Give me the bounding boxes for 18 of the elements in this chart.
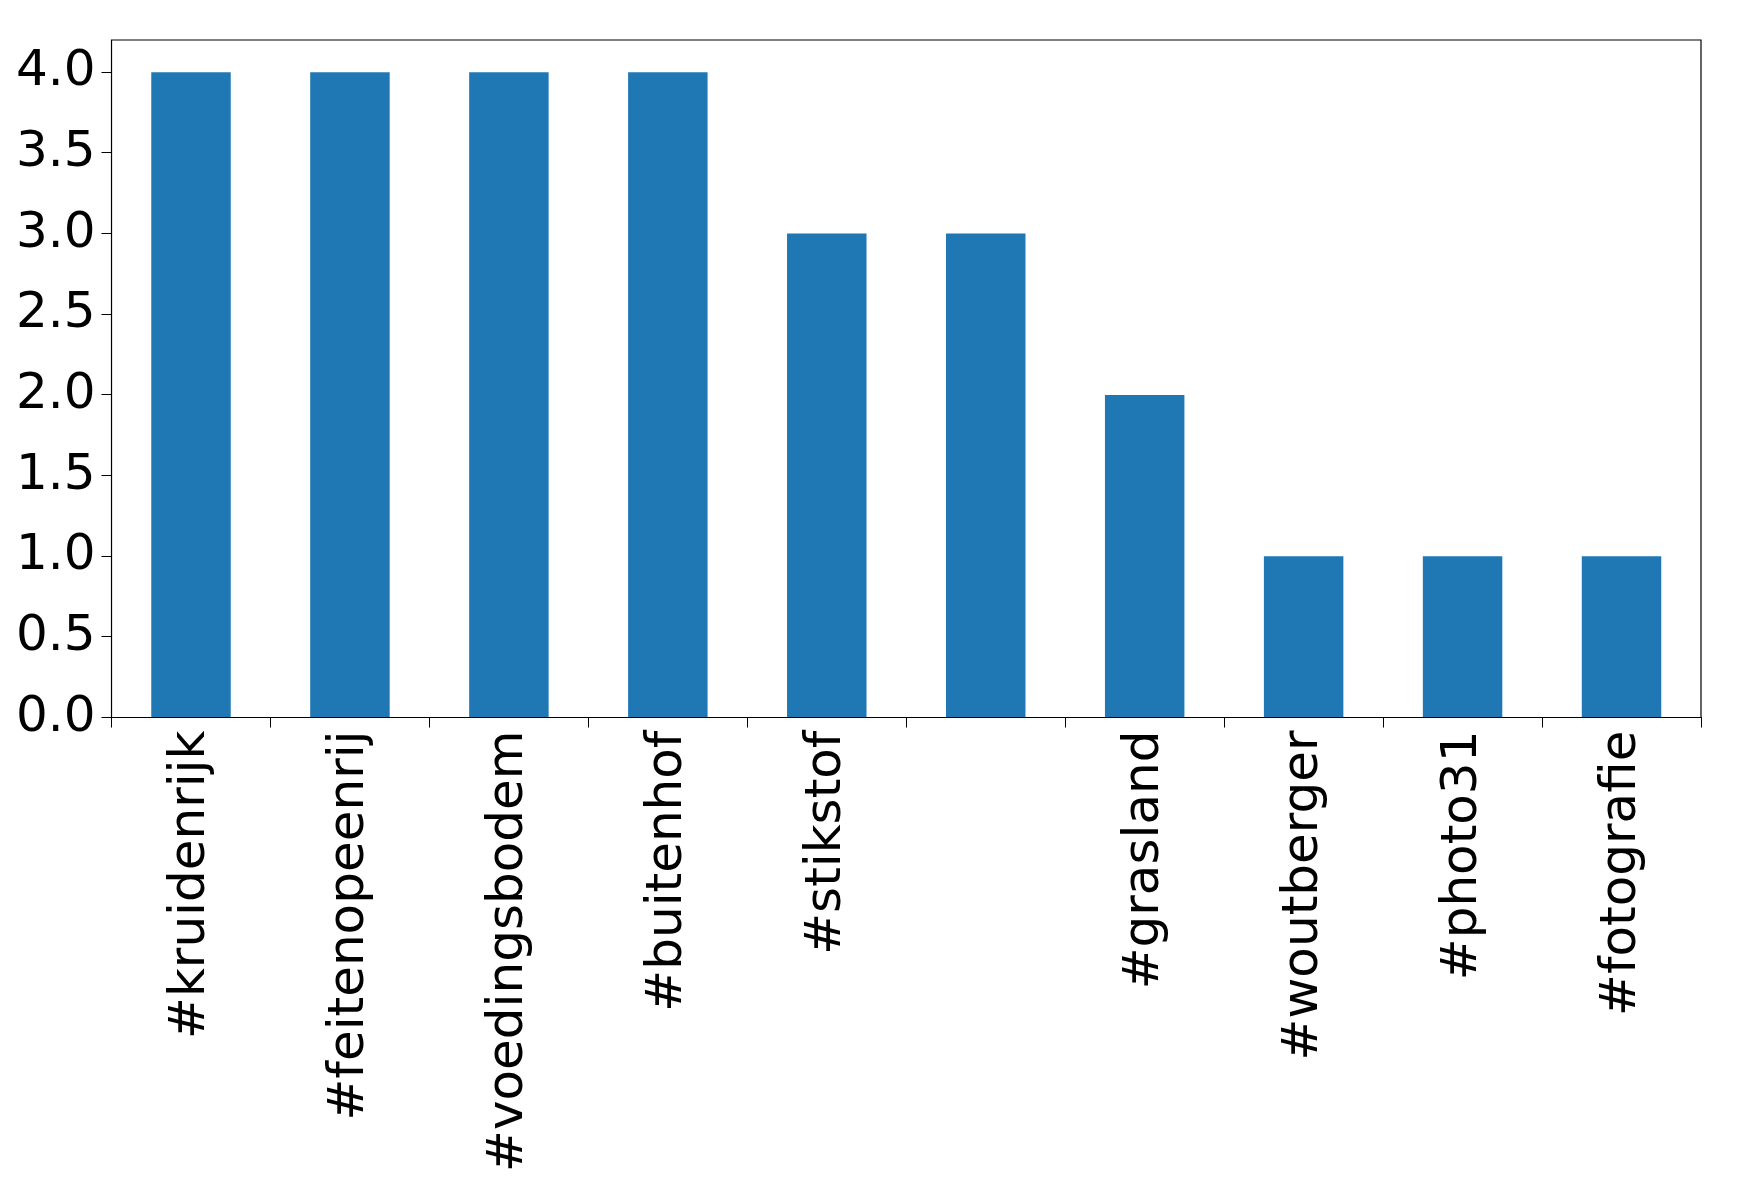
x-tick-label: #photo31 xyxy=(1429,730,1488,981)
x-tick-label: #feitenopeenrij xyxy=(316,730,375,1121)
y-tick-label: 2.5 xyxy=(15,281,96,340)
y-tick-label: 1.0 xyxy=(15,523,96,582)
y-tick-label: 1.5 xyxy=(15,442,96,501)
y-tick-label: 0.5 xyxy=(15,603,96,662)
x-tick-label: #grasland xyxy=(1111,730,1170,990)
x-tick-label: #buitenhof xyxy=(634,729,693,1012)
x-tick-label: #voedingsbodem xyxy=(475,730,534,1172)
y-tick-label: 4.0 xyxy=(15,39,96,98)
x-tick-label: #woutberger xyxy=(1270,730,1329,1061)
y-tick-label: 3.0 xyxy=(15,200,96,259)
x-tick-label: #kruidenrijk xyxy=(157,730,216,1039)
y-tick-label: 2.0 xyxy=(15,361,96,420)
y-tick-label: 3.5 xyxy=(15,119,96,178)
x-tick-label: #fotografie xyxy=(1588,730,1647,1016)
y-tick-label: 0.0 xyxy=(15,684,96,743)
x-tick-label: #stikstof xyxy=(793,729,852,955)
